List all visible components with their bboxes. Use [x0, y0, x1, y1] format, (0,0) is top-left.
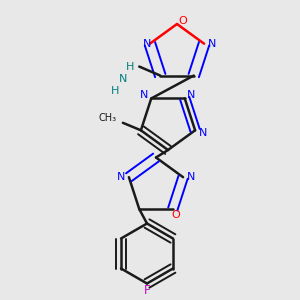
- Text: O: O: [171, 210, 180, 220]
- Text: F: F: [144, 284, 150, 298]
- Text: N: N: [143, 39, 151, 49]
- Text: CH₃: CH₃: [99, 113, 117, 123]
- Text: N: N: [207, 39, 216, 49]
- Text: H: H: [126, 61, 134, 72]
- Text: N: N: [118, 74, 127, 84]
- Text: O: O: [178, 16, 188, 26]
- Text: N: N: [198, 128, 207, 138]
- Text: H: H: [111, 85, 119, 96]
- Text: N: N: [187, 90, 195, 100]
- Text: N: N: [140, 90, 148, 100]
- Text: N: N: [117, 172, 126, 182]
- Text: N: N: [186, 172, 195, 182]
